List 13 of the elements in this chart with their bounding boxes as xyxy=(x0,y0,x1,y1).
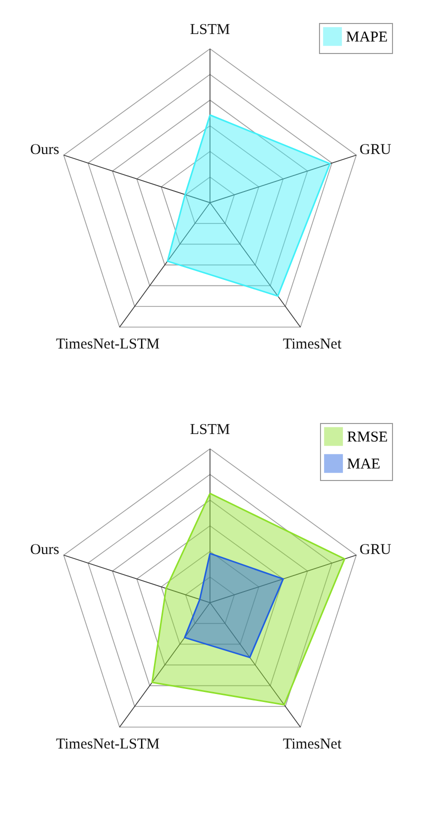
legend-label: MAE xyxy=(347,456,380,472)
spoke-label: Ours xyxy=(30,142,60,158)
spoke-label: TimesNet xyxy=(282,336,342,352)
spoke-label: GRU xyxy=(360,542,392,558)
spoke-label: TimesNet-LSTM xyxy=(56,736,160,752)
spoke-label: TimesNet-LSTM xyxy=(56,336,160,352)
spoke-label: TimesNet xyxy=(282,736,342,752)
spoke-label: GRU xyxy=(360,142,392,158)
spoke-label: LSTM xyxy=(190,422,230,438)
spoke-label: LSTM xyxy=(190,22,230,38)
legend-label: RMSE xyxy=(347,430,388,446)
legend-label: MAPE xyxy=(346,30,388,46)
spoke-label: Ours xyxy=(30,542,60,558)
